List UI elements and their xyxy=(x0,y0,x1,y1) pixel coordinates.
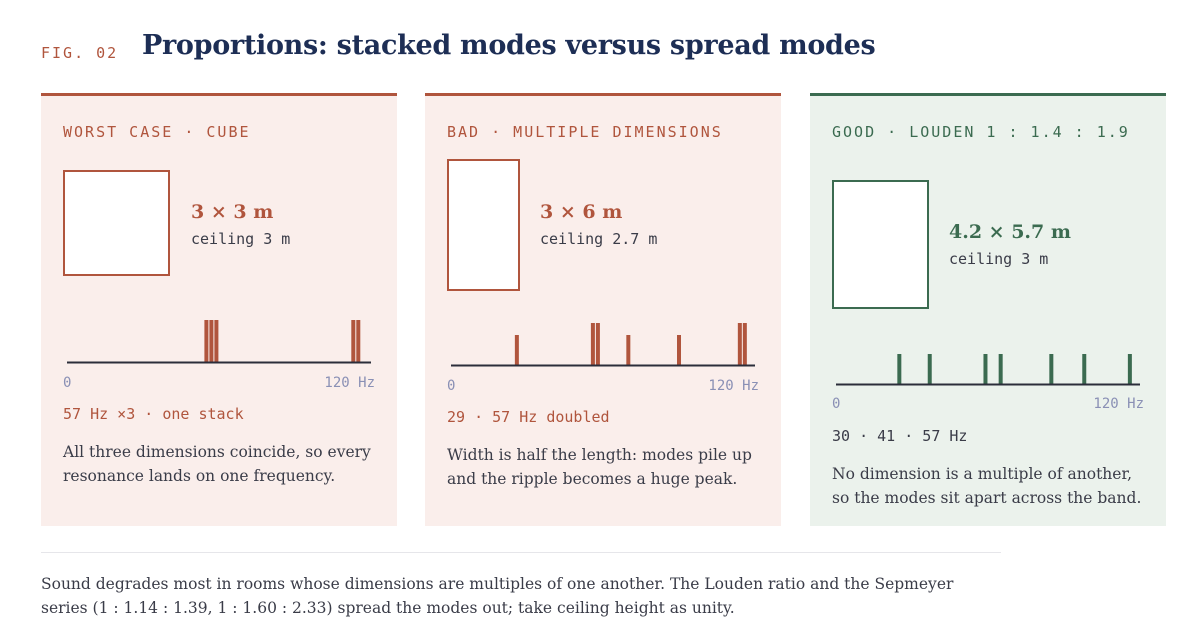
mode-spectrum xyxy=(451,319,755,369)
card-title: WORST CASE · CUBE xyxy=(63,123,251,141)
room-floorplan-square xyxy=(63,170,170,276)
card-title: GOOD · LOUDEN 1 : 1.4 : 1.9 xyxy=(832,123,1130,141)
mode-bar xyxy=(983,354,988,384)
mode-spectrum xyxy=(836,338,1140,388)
figure-label: FIG. 02 xyxy=(41,44,119,62)
card-title: BAD · MULTIPLE DIMENSIONS xyxy=(447,123,723,141)
mode-summary: 57 Hz ×3 · one stack xyxy=(63,405,244,423)
axis-min-label: 0 xyxy=(447,378,456,394)
ceiling-height: ceiling 3 m xyxy=(949,250,1049,268)
figure-title: Proportions: stacked modes versus spread… xyxy=(142,30,876,61)
room-floorplan-rectangle xyxy=(447,159,520,291)
axis-max-label: 120 Hz xyxy=(324,375,375,391)
mode-summary: 30 · 41 · 57 Hz xyxy=(832,427,968,445)
mode-spectrum xyxy=(67,316,371,366)
axis-max-label: 120 Hz xyxy=(708,378,759,394)
mode-bar xyxy=(998,354,1003,384)
axis-max-label: 120 Hz xyxy=(1093,396,1144,412)
mode-bar xyxy=(356,320,361,362)
mode-bar xyxy=(737,323,742,365)
axis-min-label: 0 xyxy=(63,375,72,391)
divider xyxy=(41,552,1001,553)
mode-bar xyxy=(677,335,681,365)
ceiling-height: ceiling 3 m xyxy=(191,230,291,248)
room-dimensions: 3 × 3 m xyxy=(191,201,274,223)
mode-bar xyxy=(1082,354,1087,384)
mode-bar xyxy=(590,323,595,365)
mode-bar xyxy=(742,323,747,365)
card-worst-case-cube: WORST CASE · CUBE 3 × 3 m ceiling 3 m 0 … xyxy=(41,93,397,526)
mode-bar xyxy=(1127,354,1132,384)
room-dimensions: 4.2 × 5.7 m xyxy=(949,221,1071,243)
mode-bar xyxy=(514,335,519,365)
axis-min-label: 0 xyxy=(832,396,841,412)
mode-bar xyxy=(209,320,214,362)
card-description: No dimension is a multiple of another, s… xyxy=(832,465,1142,507)
figure-caption: Sound degrades most in rooms whose dimen… xyxy=(41,575,954,617)
card-description: All three dimensions coincide, so every … xyxy=(63,443,371,485)
card-louden-ratio: GOOD · LOUDEN 1 : 1.4 : 1.9 4.2 × 5.7 m … xyxy=(810,93,1166,526)
mode-bar xyxy=(351,320,356,362)
mode-bar xyxy=(595,323,600,365)
mode-bar xyxy=(1049,354,1054,384)
mode-bar xyxy=(897,354,902,384)
card-multiple-dimensions: BAD · MULTIPLE DIMENSIONS 3 × 6 m ceilin… xyxy=(425,93,781,526)
mode-bar xyxy=(626,335,631,365)
card-description: Width is half the length: modes pile up … xyxy=(447,446,752,488)
room-dimensions: 3 × 6 m xyxy=(540,201,623,223)
mode-bar xyxy=(214,320,219,362)
mode-summary: 29 · 57 Hz doubled xyxy=(447,408,610,426)
room-floorplan-rectangle xyxy=(832,180,929,309)
ceiling-height: ceiling 2.7 m xyxy=(540,230,658,248)
mode-bar xyxy=(927,354,932,384)
mode-bar xyxy=(204,320,209,362)
